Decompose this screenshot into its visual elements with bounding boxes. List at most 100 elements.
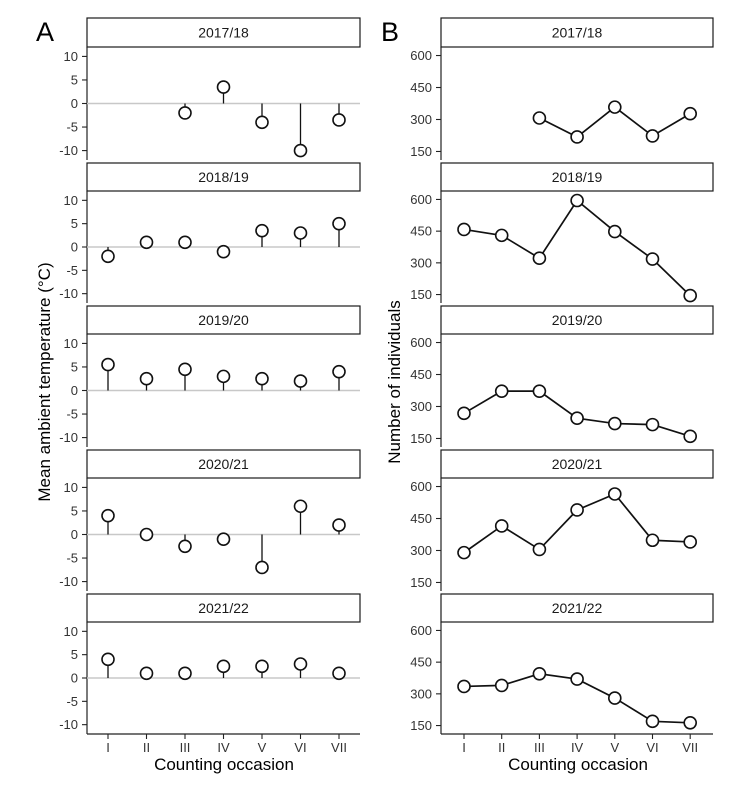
temp-x-tick-label: II (143, 740, 150, 755)
count-y-tick-label: 600 (410, 623, 432, 638)
temp-y-tick-label: 10 (64, 480, 78, 495)
count-y-tick-label: 300 (410, 112, 432, 127)
temp-y-tick-label: 0 (71, 671, 78, 686)
count-point (494, 519, 509, 533)
count-y-tick-label: 450 (410, 367, 432, 382)
count-facet-title: 2021/22 (552, 600, 603, 616)
temp-facet-strip (86, 449, 361, 479)
temp-y-tick-label: -10 (59, 574, 78, 589)
count-y-tick-label: 150 (410, 287, 432, 302)
temp-y-tick-label: 0 (71, 96, 78, 111)
count-x-tick-label: V (610, 740, 619, 755)
count-y-tick-label: 600 (410, 335, 432, 350)
temperature-point (101, 652, 115, 667)
temperature-point (139, 235, 154, 250)
count-point (532, 542, 547, 557)
count-point (494, 678, 509, 693)
count-point (607, 487, 622, 501)
count-point (532, 384, 547, 398)
temperature-point (139, 527, 154, 542)
temp-y-tick-label: -10 (59, 430, 78, 445)
count-x-tick-label: III (534, 740, 545, 755)
temp-x-tick-label: III (180, 740, 191, 755)
count-facet-title: 2020/21 (552, 456, 603, 472)
count-x-tick-label: VI (646, 740, 658, 755)
count-facet-strip (440, 449, 714, 479)
temperature-point (255, 115, 269, 130)
temperature-point (178, 362, 192, 377)
count-y-tick-label: 300 (410, 399, 432, 414)
count-facet-title: 2017/18 (552, 25, 603, 41)
temp-y-tick-label: 10 (64, 336, 78, 351)
temperature-point (293, 499, 308, 514)
temp-facet-strip (86, 162, 361, 192)
temperature-point (293, 143, 308, 158)
count-y-tick-label: 150 (410, 575, 432, 590)
temp-facet-title: 2019/20 (198, 312, 249, 328)
panel-letter-b: B (381, 17, 399, 47)
temp-facet-title: 2020/21 (198, 456, 249, 472)
temp-y-tick-label: -5 (66, 263, 78, 278)
count-y-tick-label: 600 (410, 192, 432, 207)
count-facet-strip (440, 17, 714, 48)
panel-letter-a: A (36, 17, 54, 47)
count-y-tick-label: 150 (410, 431, 432, 446)
count-x-tick-label: IV (571, 740, 584, 755)
temp-y-tick-label: -10 (59, 143, 78, 158)
temp-y-tick-label: 5 (71, 72, 78, 87)
count-point (570, 411, 584, 426)
temperature-point (255, 371, 269, 386)
count-y-tick-label: 150 (410, 718, 432, 733)
temp-y-tick-label: -5 (66, 120, 78, 135)
count-point (532, 666, 547, 681)
temperature-point (216, 532, 231, 547)
count-point (683, 429, 698, 444)
temp-x-tick-label: I (106, 740, 110, 755)
count-point (457, 679, 471, 694)
count-point (683, 535, 698, 549)
count-point (570, 503, 584, 517)
temp-y-tick-label: -5 (66, 551, 78, 566)
count-y-tick-label: 150 (410, 144, 432, 159)
temperature-point (139, 666, 154, 681)
temperature-point (332, 518, 346, 532)
count-y-tick-label: 450 (410, 511, 432, 526)
temp-y-tick-label: 5 (71, 216, 78, 231)
temperature-point (332, 113, 346, 127)
count-y-tick-label: 450 (410, 224, 432, 239)
count-point (457, 406, 471, 421)
left-y-axis-label: Mean ambient temperature (°C) (35, 262, 54, 501)
temp-facet-strip (86, 305, 361, 335)
count-point (645, 417, 660, 432)
temp-y-tick-label: 10 (64, 193, 78, 208)
right-y-axis-label: Number of individuals (385, 300, 404, 463)
count-x-tick-label: II (498, 740, 505, 755)
count-y-tick-label: 450 (410, 80, 432, 95)
temp-y-tick-label: 5 (71, 647, 78, 662)
count-facet-strip (440, 162, 714, 192)
temperature-point (332, 364, 346, 379)
count-point (570, 130, 584, 144)
count-point (494, 228, 509, 243)
temp-y-tick-label: 5 (71, 503, 78, 518)
count-point (607, 224, 622, 239)
count-point (494, 384, 509, 398)
temperature-point (293, 374, 308, 388)
temperature-point (216, 369, 231, 384)
temperature-point (101, 508, 115, 523)
temp-y-tick-label: 10 (64, 624, 78, 639)
count-y-tick-label: 300 (410, 543, 432, 558)
count-y-tick-label: 300 (410, 686, 432, 701)
count-point (570, 193, 584, 208)
count-y-tick-label: 450 (410, 655, 432, 670)
temp-y-tick-label: -10 (59, 286, 78, 301)
temp-y-tick-label: -10 (59, 717, 78, 732)
count-point (607, 691, 622, 705)
temperature-point (178, 106, 192, 120)
left-x-axis-label: Counting occasion (154, 755, 294, 774)
count-point (457, 222, 471, 237)
temperature-point (101, 249, 115, 264)
temperature-point (255, 560, 269, 575)
count-x-tick-label: VII (682, 740, 698, 755)
